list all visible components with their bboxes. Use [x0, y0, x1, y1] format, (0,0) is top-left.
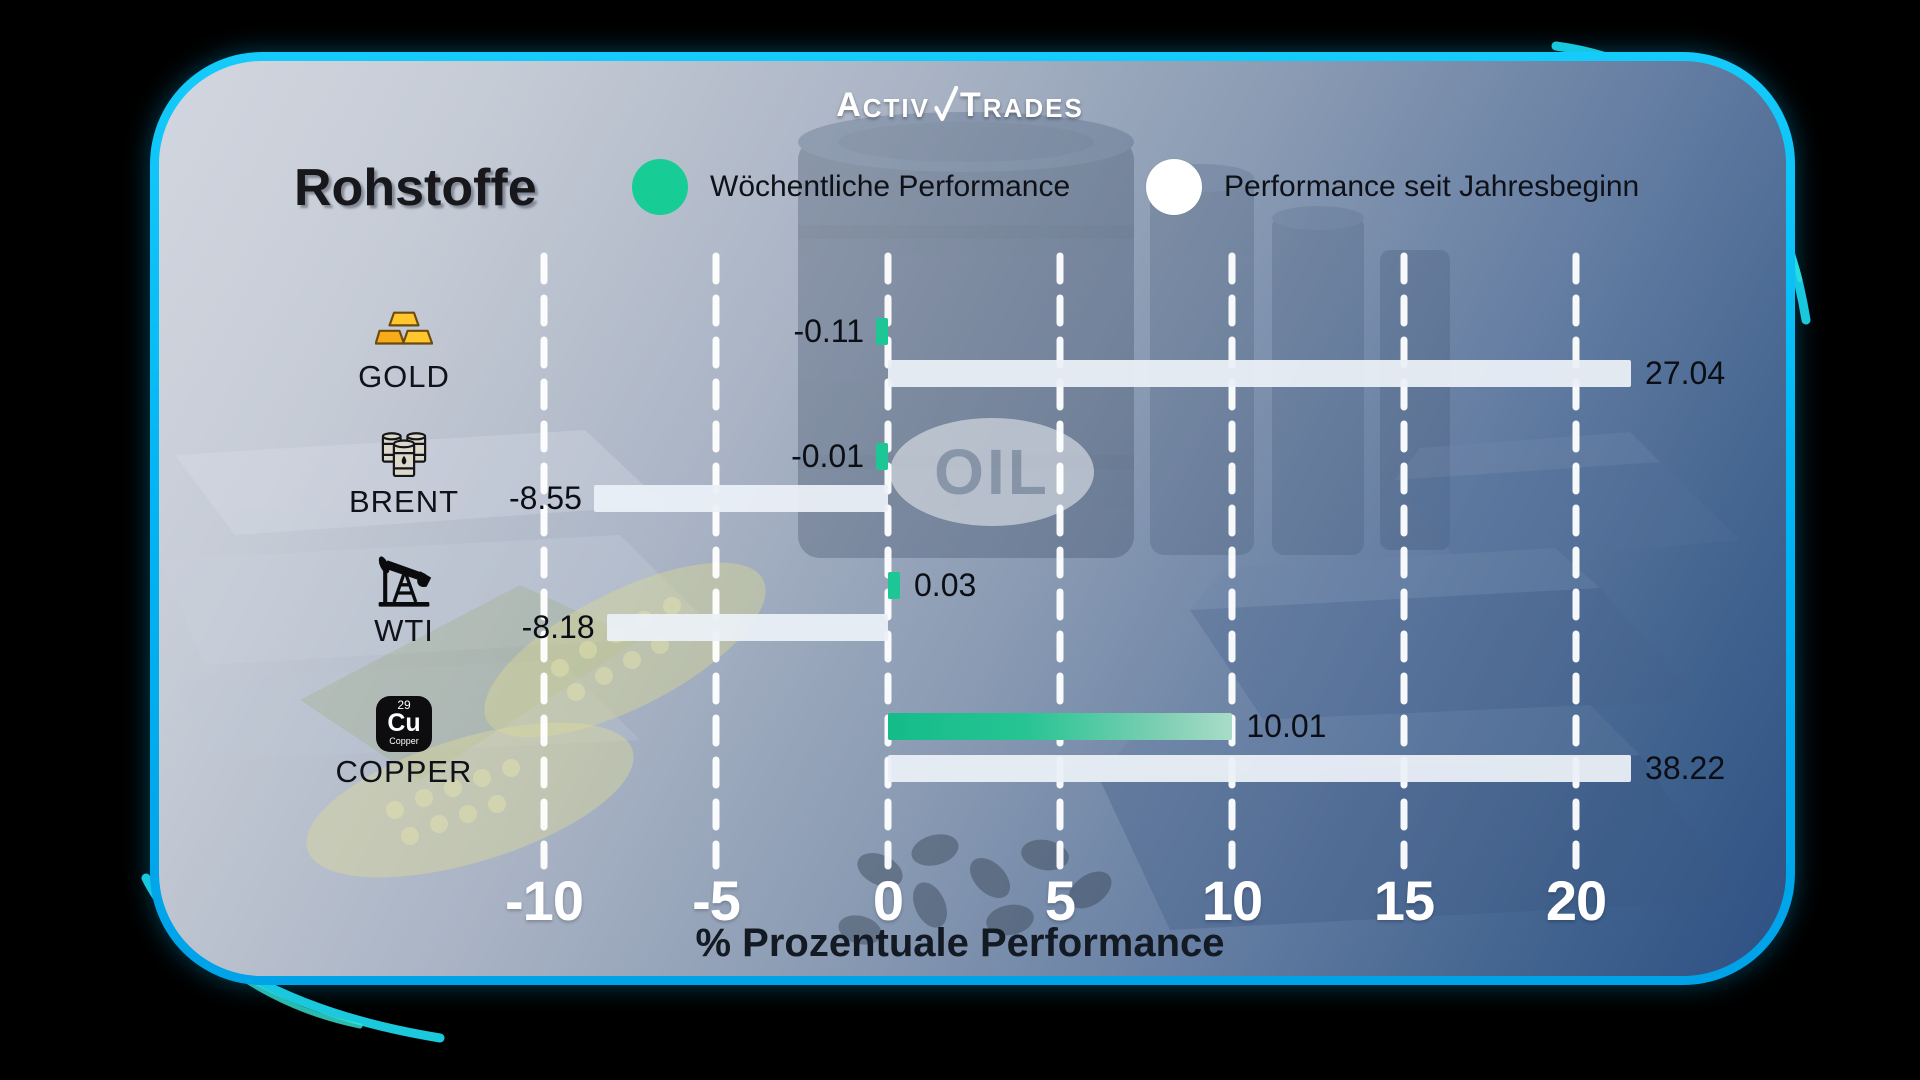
value-weekly-wti: 0.03 [914, 567, 977, 603]
legend-item-weekly: Wöchentliche Performance [632, 158, 1070, 216]
category-label-brent: BRENT [348, 484, 460, 519]
category-icon-copper: 29 Cu Copper [372, 693, 436, 755]
legend-dot-ytd [1146, 159, 1202, 215]
value-weekly-copper: 10.01 [1246, 708, 1327, 744]
activtrades-logo: A CTIV T RADES [836, 86, 1084, 122]
oil-barrels-icon [381, 432, 427, 478]
category-icon-wti [372, 552, 436, 614]
logo-initial-a: A [836, 86, 863, 124]
copper-symbol: Cu [387, 709, 421, 737]
gold-bars-icon [375, 311, 433, 345]
legend-label-ytd: Performance seit Jahresbeginn [1224, 170, 1640, 203]
category-label-gold: GOLD [358, 359, 450, 394]
x-tick-10: 10 [1201, 869, 1263, 932]
oil-pump-icon [378, 556, 432, 607]
legend-label-weekly: Wöchentliche Performance [710, 170, 1071, 203]
bar-weekly-wti [888, 572, 900, 599]
value-ytd-gold: 27.04 [1645, 355, 1726, 391]
category-icon-brent [372, 423, 436, 485]
category-icon-gold [372, 298, 436, 360]
x-tick--10: -10 [505, 869, 584, 932]
logo-initial-t: T [960, 86, 983, 124]
category-label-copper: COPPER [335, 754, 473, 789]
bar-weekly-brent [876, 443, 888, 470]
bar-ytd-brent [593, 485, 888, 512]
oil-label-text: OIL [934, 436, 1050, 508]
copper-element-icon: 29 Cu Copper [376, 696, 432, 752]
bar-ytd-copper [888, 755, 1632, 782]
value-ytd-wti: -8.18 [521, 609, 595, 645]
bar-ytd-gold [888, 360, 1632, 387]
x-tick-15: 15 [1373, 869, 1435, 932]
value-weekly-brent: -0.01 [791, 438, 864, 474]
value-ytd-brent: -8.55 [508, 480, 582, 516]
card-border: OIL [150, 52, 1795, 985]
value-ytd-copper: 38.22 [1645, 750, 1726, 786]
category-label-wti: WTI [374, 613, 434, 648]
logo-part1-rest: CTIV [862, 92, 930, 123]
bar-ytd-wti [606, 614, 888, 641]
legend-dot-weekly [632, 159, 688, 215]
copper-atomic-number: 29 [397, 698, 411, 712]
x-tick--5: -5 [692, 869, 741, 932]
page-title: Rohstoffe [294, 159, 537, 217]
copper-name: Copper [389, 736, 419, 746]
x-tick-5: 5 [1044, 869, 1076, 932]
legend-item-ytd: Performance seit Jahresbeginn [1146, 158, 1639, 216]
x-axis-title: % Prozentuale Performance [695, 921, 1225, 965]
logo-part2-rest: RADES [982, 92, 1084, 123]
x-tick-20: 20 [1545, 869, 1607, 932]
value-weekly-gold: -0.11 [793, 313, 864, 349]
check-slash-icon [934, 86, 958, 121]
oil-label-motif: OIL [890, 418, 1094, 526]
x-tick-0: 0 [872, 869, 904, 932]
bar-weekly-gold [876, 318, 888, 345]
bar-weekly-copper [888, 713, 1233, 740]
